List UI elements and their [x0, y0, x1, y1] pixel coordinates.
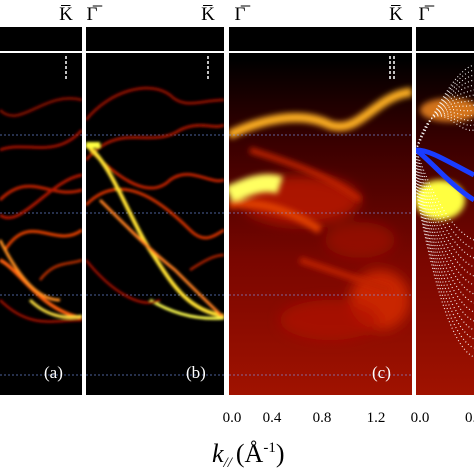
panel-b: (b) [86, 27, 224, 395]
sympoint-label-gamma-2: Γ̅ [235, 4, 251, 25]
dotted-band-lower [416, 185, 474, 349]
x-tick-4: 0.0 [411, 410, 430, 426]
dotted-band-upper [416, 115, 474, 151]
dotted-band-lower [416, 164, 474, 286]
panel-d [416, 27, 474, 395]
calculated-band-dots [416, 64, 474, 358]
sympoint-labels: K̅ Γ̅ K̅ Γ̅ K̅ Γ̅ [59, 4, 434, 25]
sympoint-label-k-3: K̅ [389, 4, 403, 25]
panel-label-c: (c) [372, 363, 391, 382]
dotted-band-lower [416, 188, 474, 358]
panel-c: (c) [229, 27, 412, 395]
dotted-band-lower [416, 161, 474, 277]
x-axis-unit: (Å [236, 439, 264, 468]
x-axis-label: k//(Å-1) [212, 439, 285, 471]
x-axis-subscript: // [223, 455, 234, 471]
dotted-band-upper [416, 108, 474, 151]
panel-a: (a) [0, 27, 82, 395]
dotted-band-lower [416, 158, 474, 268]
dotted-band-lower [416, 167, 474, 295]
x-tick-0: 0.0 [223, 410, 242, 426]
x-tick-5: 0.4 [465, 410, 474, 426]
dotted-band-lower [416, 170, 474, 304]
dotted-band-lower [416, 152, 474, 250]
x-tick-3: 1.2 [367, 410, 386, 426]
sympoint-label-gamma-3: Γ̅ [419, 4, 435, 25]
x-axis-close: ) [276, 439, 285, 468]
x-axis-symbol: k [212, 439, 224, 468]
x-tick-2: 0.8 [313, 410, 332, 426]
panel-label-a: (a) [44, 363, 63, 382]
sympoint-label-k-1: K̅ [59, 4, 73, 25]
x-tick-1: 0.4 [263, 410, 282, 426]
dotted-band-upper [416, 111, 474, 151]
x-axis-exponent: -1 [263, 440, 276, 456]
sympoint-label-k-2: K̅ [201, 4, 215, 25]
dotted-band-upper [416, 64, 474, 151]
sympoint-label-gamma-1: Γ̅ [87, 4, 103, 25]
panel-label-b: (b) [186, 363, 206, 382]
x-axis: 0.0 0.4 0.8 1.2 0.0 0.4 k//(Å-1) [212, 410, 474, 471]
dotted-band-lower [416, 179, 474, 331]
highlighted-bands [416, 147, 474, 203]
dotted-band-upper [416, 99, 474, 151]
